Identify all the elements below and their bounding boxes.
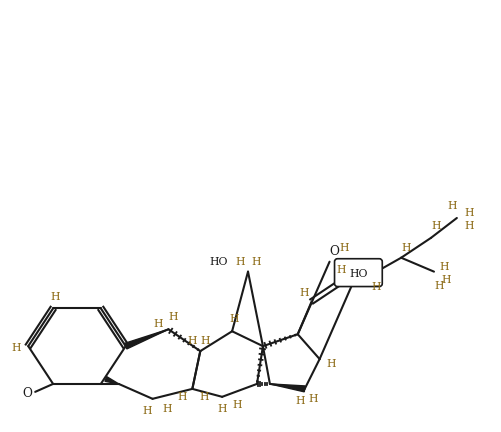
- Text: H: H: [235, 257, 244, 267]
- Text: H: H: [299, 289, 308, 299]
- Text: H: H: [153, 319, 163, 329]
- Text: H: H: [232, 400, 241, 410]
- Text: H: H: [143, 406, 152, 416]
- Text: H: H: [326, 359, 336, 369]
- Polygon shape: [270, 384, 305, 392]
- Text: H: H: [162, 404, 172, 414]
- Text: H: H: [438, 262, 448, 272]
- Text: H: H: [336, 265, 346, 275]
- Text: HO: HO: [208, 257, 227, 267]
- Text: H: H: [401, 243, 410, 253]
- Text: O: O: [329, 245, 339, 258]
- Text: H: H: [250, 257, 260, 267]
- Polygon shape: [105, 377, 119, 384]
- Text: H: H: [430, 221, 440, 231]
- Text: H: H: [177, 392, 187, 402]
- Text: H: H: [200, 336, 209, 346]
- Text: H: H: [339, 243, 349, 253]
- Text: H: H: [187, 336, 197, 346]
- Polygon shape: [124, 329, 168, 349]
- FancyBboxPatch shape: [334, 259, 381, 286]
- Text: H: H: [12, 343, 21, 353]
- Text: H: H: [440, 275, 450, 285]
- Text: H: H: [307, 394, 317, 404]
- Text: H: H: [446, 201, 456, 211]
- Text: H: H: [217, 404, 226, 414]
- Text: H: H: [371, 282, 380, 292]
- Text: H: H: [229, 314, 238, 324]
- Text: H: H: [199, 392, 208, 402]
- Text: H: H: [463, 221, 472, 231]
- Text: H: H: [50, 292, 60, 302]
- Text: H: H: [433, 280, 443, 291]
- Text: H: H: [463, 208, 472, 218]
- Text: H: H: [295, 396, 304, 406]
- Text: HO: HO: [349, 269, 367, 279]
- Text: H: H: [168, 312, 178, 322]
- Text: O: O: [22, 388, 32, 400]
